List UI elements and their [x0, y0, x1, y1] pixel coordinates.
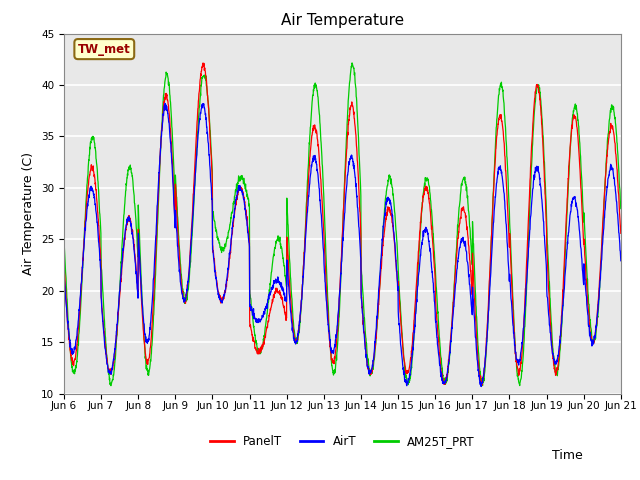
AM25T_PRT [60, 237, 68, 243]
PanelT [617, 230, 625, 236]
AirT [60, 274, 68, 280]
Text: Time: Time [552, 449, 582, 462]
Legend: PanelT, AirT, AM25T_PRT: PanelT, AirT, AM25T_PRT [205, 430, 479, 453]
AM25T_PRT [348, 60, 356, 66]
PanelT [568, 122, 576, 128]
Line: AM25T_PRT: AM25T_PRT [64, 63, 621, 386]
AirT [216, 296, 223, 302]
AirT [371, 339, 379, 345]
PanelT [478, 382, 486, 388]
AirT [568, 200, 576, 206]
Text: TW_met: TW_met [78, 43, 131, 56]
PanelT [60, 262, 68, 267]
PanelT [216, 292, 223, 298]
AM25T_PRT [359, 290, 367, 296]
AM25T_PRT [617, 206, 625, 212]
AM25T_PRT [568, 121, 576, 127]
Title: Air Temperature: Air Temperature [281, 13, 404, 28]
AM25T_PRT [371, 347, 379, 352]
AM25T_PRT [216, 240, 223, 246]
AirT [359, 311, 367, 317]
AirT [161, 100, 169, 106]
AirT [477, 384, 485, 389]
AirT [617, 258, 625, 264]
AirT [505, 264, 513, 270]
PanelT [200, 60, 207, 66]
AM25T_PRT [505, 192, 513, 198]
PanelT [371, 347, 379, 353]
PanelT [505, 229, 513, 235]
PanelT [359, 310, 367, 315]
Line: PanelT: PanelT [64, 63, 621, 385]
AM25T_PRT [584, 276, 591, 282]
PanelT [584, 296, 591, 301]
Line: AirT: AirT [64, 103, 621, 386]
AM25T_PRT [107, 383, 115, 389]
AirT [584, 309, 591, 314]
Y-axis label: Air Temperature (C): Air Temperature (C) [22, 152, 35, 275]
